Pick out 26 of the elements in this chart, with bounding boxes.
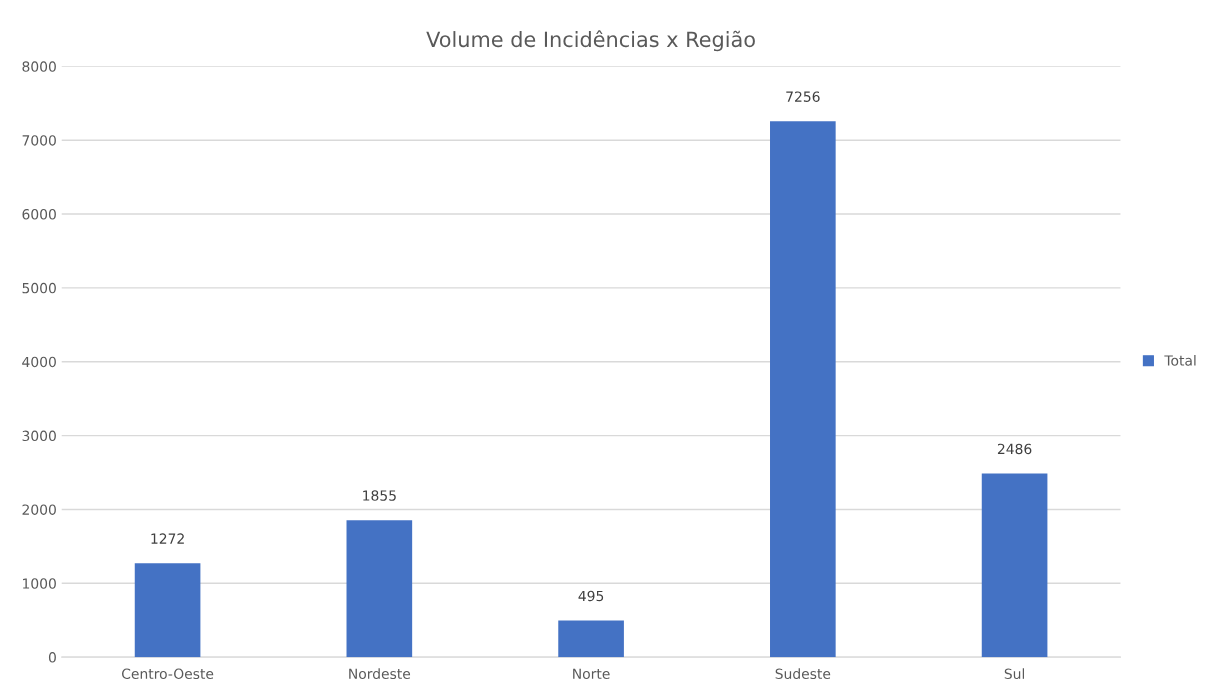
y-tick-label: 4000: [22, 356, 56, 368]
bar: [981, 473, 1048, 658]
bar: [770, 121, 836, 658]
x-tick-label: Centro-Oeste: [121, 668, 214, 679]
data-label: 1272: [151, 533, 184, 544]
data-label: 495: [578, 590, 604, 602]
y-tick-label: 3000: [22, 430, 56, 442]
x-tick-label: Norte: [573, 668, 610, 679]
y-tick-label: 8000: [22, 61, 56, 72]
y-tick-label: 1000: [23, 578, 56, 589]
y-tick-label: 2000: [22, 504, 56, 515]
x-tick-label: Nordeste: [349, 668, 411, 679]
y-tick-label: 5000: [22, 282, 56, 294]
bar: [558, 620, 624, 658]
y-tick-label: 0: [48, 652, 56, 663]
x-tick-label: Sul: [1004, 668, 1025, 679]
data-label: 2486: [997, 443, 1032, 455]
legend-label: Total: [1164, 355, 1196, 366]
data-label: 7256: [786, 91, 820, 102]
data-label: 1855: [363, 490, 396, 501]
chart-title: Volume de Incidências x Região: [426, 30, 755, 52]
x-tick-label: Sudeste: [775, 668, 831, 679]
y-tick-label: 7000: [22, 135, 56, 146]
y-tick-label: 6000: [22, 209, 56, 220]
bar: [134, 563, 201, 658]
bar: [346, 520, 413, 658]
